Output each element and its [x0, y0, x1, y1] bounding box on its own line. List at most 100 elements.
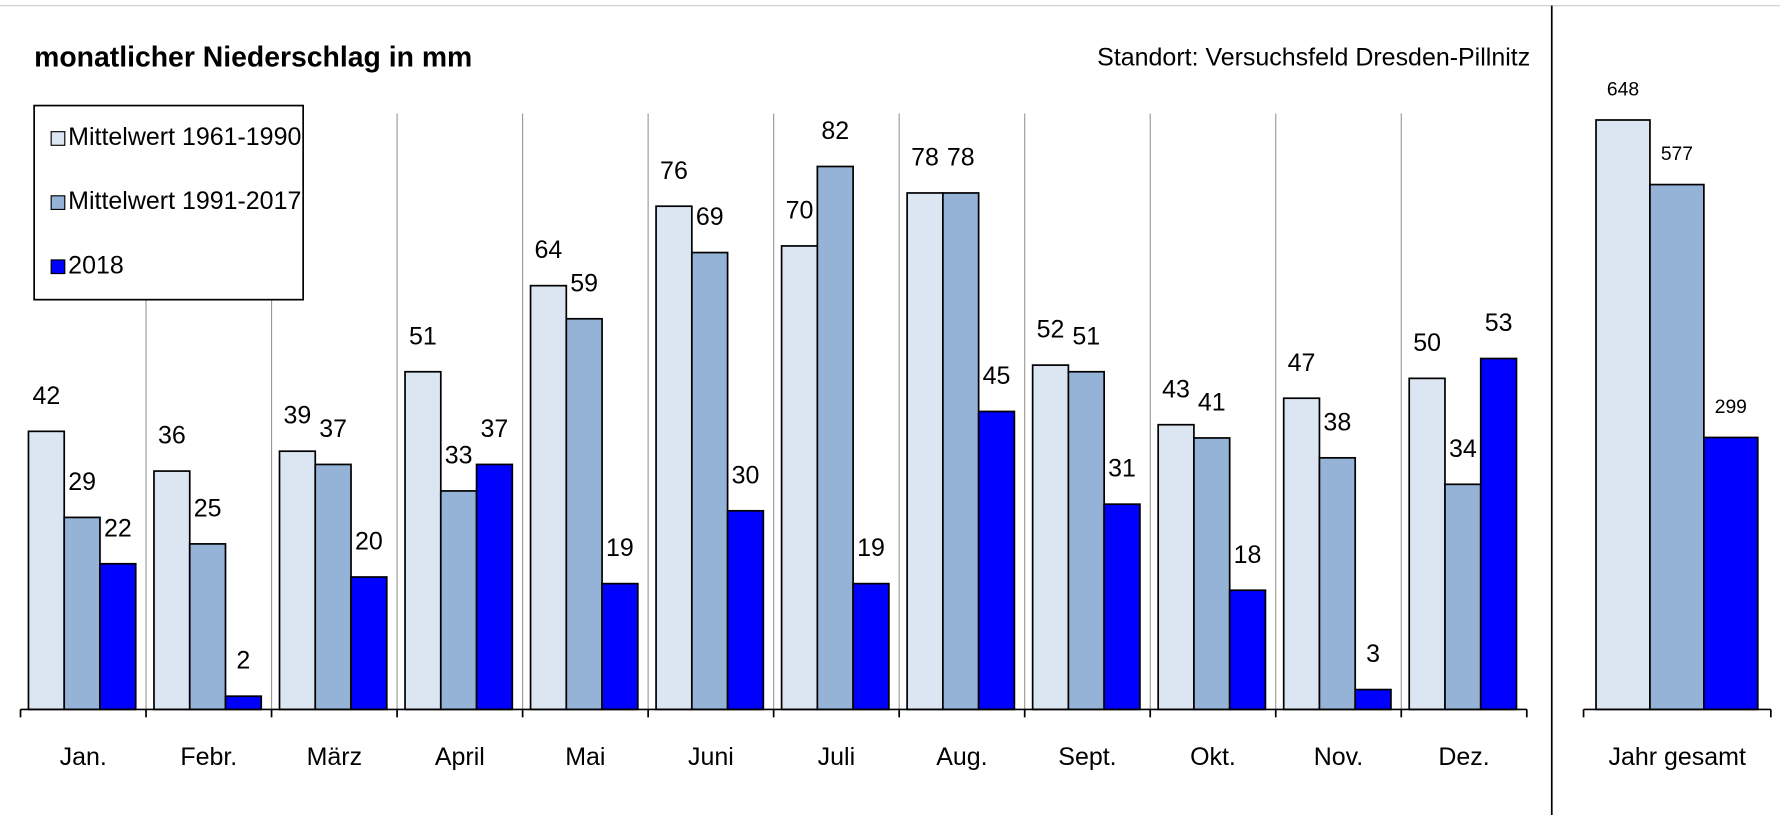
value-label: 51	[409, 322, 437, 350]
legend-label: Mittelwert 1991-2017	[68, 187, 301, 215]
legend-label: 2018	[68, 251, 124, 279]
x-tick-label: Juli	[818, 743, 855, 771]
value-label: 52	[1037, 316, 1065, 344]
value-label: 38	[1323, 408, 1351, 436]
bar	[780, 245, 819, 711]
x-tick-label: Jahr gesamt	[1608, 743, 1745, 771]
bar	[816, 165, 854, 711]
legend-swatch	[50, 259, 66, 275]
bar	[1703, 436, 1759, 711]
bar	[278, 450, 317, 711]
bar	[1103, 503, 1141, 711]
value-label: 30	[732, 461, 760, 489]
value-label: 20	[355, 528, 383, 556]
x-tick-label: Sept.	[1058, 743, 1116, 771]
bar	[224, 695, 263, 711]
value-label: 42	[32, 382, 60, 410]
bar	[63, 516, 101, 711]
bar	[1479, 357, 1518, 711]
bar	[350, 576, 388, 711]
chart-subtitle: Standort: Versuchsfeld Dresden-Pillnitz	[1097, 44, 1530, 72]
bar	[1282, 397, 1321, 711]
bar	[27, 430, 66, 711]
bar	[1408, 377, 1446, 711]
bar	[1157, 423, 1195, 711]
bar	[977, 410, 1016, 711]
value-label: 70	[786, 196, 814, 224]
value-label: 50	[1413, 329, 1441, 357]
legend-swatch	[50, 195, 66, 210]
bar	[475, 463, 514, 711]
bar	[565, 317, 603, 711]
value-label: 69	[696, 203, 724, 231]
value-label: 2	[236, 647, 250, 675]
value-label: 78	[947, 144, 975, 172]
value-label: 43	[1162, 375, 1190, 403]
bar	[99, 562, 137, 711]
x-tick-label: April	[435, 743, 485, 771]
value-label: 34	[1449, 435, 1477, 463]
bar	[1444, 483, 1482, 711]
bar	[1228, 589, 1267, 711]
value-label: 18	[1234, 541, 1262, 569]
bar	[852, 582, 890, 711]
value-label: 299	[1715, 397, 1747, 418]
value-label: 53	[1485, 309, 1513, 337]
value-label: 37	[481, 415, 509, 443]
value-label: 29	[68, 468, 96, 496]
bar	[1193, 437, 1231, 711]
chart-title: monatlicher Niederschlag in mm	[34, 42, 472, 74]
bar	[153, 470, 191, 711]
bar	[942, 192, 980, 711]
x-tick-label: Febr.	[180, 743, 237, 771]
value-label: 37	[319, 415, 347, 443]
value-label: 78	[911, 144, 939, 172]
bar	[1318, 456, 1357, 711]
x-tick-label: Mai	[565, 743, 605, 771]
bar	[188, 543, 227, 711]
x-tick-label: Jan.	[60, 743, 107, 771]
legend-label: Mittelwert 1961-1990	[68, 123, 301, 151]
value-label: 25	[194, 494, 222, 522]
bar	[1031, 364, 1070, 711]
bar	[601, 582, 639, 711]
value-label: 577	[1661, 144, 1693, 165]
x-tick-label: Okt.	[1190, 743, 1236, 771]
bar	[655, 205, 693, 711]
bar	[1067, 370, 1106, 711]
value-label: 31	[1108, 455, 1136, 483]
value-label: 45	[983, 362, 1011, 390]
bar	[439, 490, 478, 711]
bar	[726, 509, 765, 711]
x-tick-label: Dez.	[1438, 743, 1489, 771]
value-label: 19	[606, 534, 634, 562]
bar	[529, 284, 568, 711]
value-label: 51	[1072, 322, 1100, 350]
value-label: 19	[857, 534, 885, 562]
bar	[1649, 183, 1705, 711]
legend-swatch	[50, 131, 66, 146]
bar	[906, 192, 944, 711]
value-label: 47	[1288, 349, 1316, 377]
bar	[404, 370, 442, 711]
bar	[1354, 688, 1392, 711]
value-label: 36	[158, 422, 186, 450]
x-tick-label: Nov.	[1314, 743, 1364, 771]
value-label: 41	[1198, 388, 1226, 416]
x-tick-label: Aug.	[936, 743, 987, 771]
legend-box	[33, 104, 305, 301]
value-label: 33	[445, 441, 473, 469]
bar	[314, 463, 352, 711]
value-label: 59	[570, 269, 598, 297]
value-label: 82	[821, 117, 849, 145]
value-label: 22	[104, 514, 132, 542]
value-label: 76	[660, 157, 688, 185]
value-label: 3	[1366, 640, 1380, 668]
bar	[690, 251, 729, 711]
value-label: 39	[283, 402, 311, 430]
value-label: 64	[535, 236, 563, 264]
bar	[1595, 119, 1651, 711]
x-tick-label: Juni	[688, 743, 734, 771]
value-label: 648	[1607, 80, 1639, 101]
